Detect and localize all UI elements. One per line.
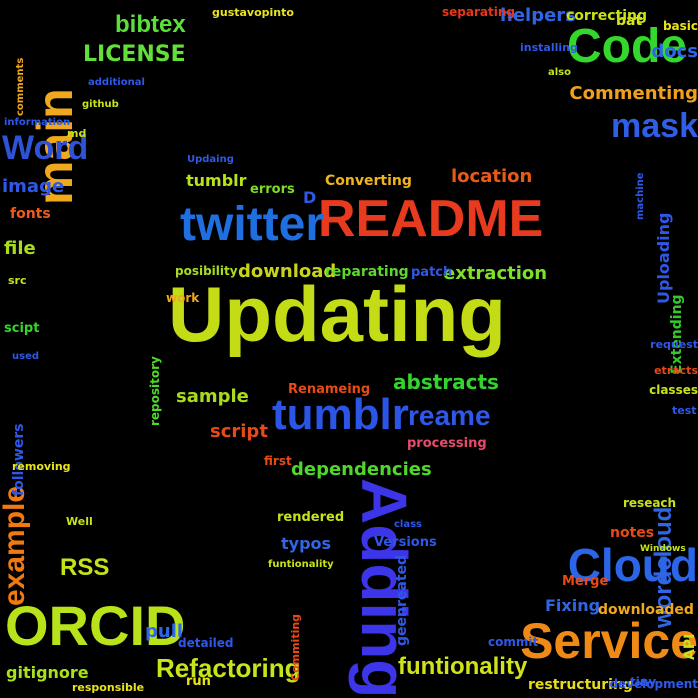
cloud-word: Merge <box>562 574 609 589</box>
cloud-word: Windows <box>640 544 686 554</box>
cloud-word: used <box>12 351 40 362</box>
cloud-word: installing <box>520 41 578 54</box>
cloud-word: reame <box>408 400 491 431</box>
cloud-word: errors <box>250 182 295 197</box>
cloud-word: Cloud <box>567 539 698 591</box>
cloud-word: example <box>0 485 31 606</box>
cloud-word: bibtex <box>115 11 186 38</box>
cloud-word: restructuring <box>528 677 633 693</box>
cloud-word: correcting <box>566 8 647 24</box>
cloud-word: github <box>82 99 119 110</box>
cloud-word: Commiting <box>289 613 302 681</box>
cloud-word: sample <box>176 386 249 407</box>
cloud-word: Refactoring <box>156 653 301 683</box>
cloud-word: geenreated <box>394 554 410 646</box>
cloud-word: reseach <box>623 496 677 510</box>
cloud-word: etracts <box>654 364 698 377</box>
cloud-word: downloaded <box>598 602 694 618</box>
cloud-word: repository <box>148 356 162 426</box>
cloud-word: tiny <box>630 675 657 689</box>
cloud-word: funtionality <box>398 653 528 680</box>
cloud-word: script <box>210 421 268 442</box>
cloud-word: Versions <box>374 535 437 550</box>
cloud-word: download <box>238 261 337 282</box>
cloud-word: patch <box>411 265 453 280</box>
cloud-word: dependencies <box>291 459 432 480</box>
cloud-word: development <box>609 677 698 691</box>
cloud-word: Service <box>520 613 698 669</box>
cloud-word: separating <box>442 5 515 19</box>
cloud-word: README <box>318 190 544 248</box>
cloud-word: twitter <box>180 198 324 251</box>
cloud-word: src <box>8 274 27 287</box>
cloud-word: LICENSE <box>83 42 186 67</box>
cloud-word: responsible <box>72 681 145 694</box>
cloud-word: Updating <box>168 270 506 358</box>
cloud-word: pull <box>145 621 184 642</box>
cloud-word: location <box>451 166 533 187</box>
cloud-word: ORCID <box>5 594 186 657</box>
cloud-word: commit <box>488 635 539 649</box>
cloud-word: funtionality <box>268 559 334 570</box>
cloud-word: bat <box>616 13 643 29</box>
cloud-word: API <box>682 633 698 660</box>
cloud-word: fonts <box>10 206 51 222</box>
cloud-word: basic <box>662 19 698 33</box>
cloud-word: helpers <box>500 5 576 26</box>
cloud-word: posibility <box>175 264 238 278</box>
cloud-word: D <box>303 188 317 207</box>
cloud-word: reparating <box>325 264 409 280</box>
cloud-word: gustavopinto <box>212 6 294 19</box>
cloud-word: Word <box>2 129 89 167</box>
cloud-word: Converting <box>325 173 412 189</box>
cloud-word: Extending <box>669 294 685 374</box>
cloud-word: tumblr <box>272 390 409 439</box>
cloud-word: classes <box>649 383 698 397</box>
cloud-word: detailed <box>178 636 234 650</box>
cloud-word: comments <box>15 57 26 116</box>
cloud-word: file <box>4 238 36 259</box>
cloud-word: Code <box>567 20 687 73</box>
cloud-word: Uploading <box>654 212 673 305</box>
cloud-word: also <box>548 67 571 78</box>
cloud-word: notes <box>610 525 655 541</box>
cloud-word: extraction <box>443 263 548 284</box>
cloud-word: machine <box>635 172 646 220</box>
cloud-word: abstracts <box>393 370 499 394</box>
cloud-word: md <box>67 127 87 140</box>
cloud-word: work <box>166 291 200 305</box>
cloud-word: Fixing <box>545 596 601 615</box>
cloud-word: RSS <box>60 554 110 581</box>
cloud-word: image <box>2 176 65 197</box>
cloud-word: test <box>672 404 697 417</box>
cloud-word: class <box>394 519 423 530</box>
cloud-word: rendered <box>277 510 345 525</box>
cloud-word: Well <box>66 515 93 528</box>
cloud-word: additional <box>88 77 145 88</box>
cloud-word: Updaing <box>187 154 234 165</box>
cloud-word: gitignore <box>6 663 89 682</box>
cloud-word: Commenting <box>569 83 698 104</box>
cloud-word: scipt <box>4 321 40 336</box>
cloud-word: processing <box>407 436 487 451</box>
cloud-word: run <box>186 674 211 689</box>
cloud-word: docs <box>651 41 698 62</box>
cloud-word: first <box>264 454 292 468</box>
cloud-word: Renameing <box>288 382 371 397</box>
cloud-word: mask <box>611 107 698 145</box>
cloud-word: tumblr <box>186 171 247 190</box>
cloud-word: request <box>650 338 698 351</box>
cloud-word: information <box>4 117 71 128</box>
cloud-word: typos <box>281 534 332 553</box>
cloud-word: removing <box>12 460 71 473</box>
